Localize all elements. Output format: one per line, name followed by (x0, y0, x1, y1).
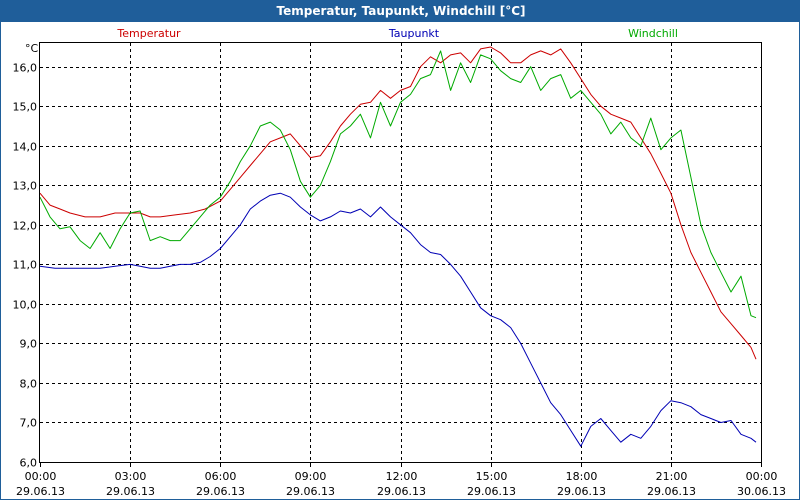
x-tick-date: 29.06.13 (377, 485, 426, 498)
x-tick-date: 29.06.13 (467, 485, 516, 498)
y-tick-label: 12,0 (13, 220, 38, 233)
chart-title: Temperatur, Taupunkt, Windchill [°C] (1, 1, 800, 22)
y-tick-label: 14,0 (13, 141, 38, 154)
plot-frame (39, 42, 762, 463)
y-tick-label: 7,0 (20, 417, 38, 430)
series-line-windchill (39, 50, 757, 319)
y-tick-label: 6,0 (20, 457, 38, 470)
x-tick-time: 18:00 (566, 470, 598, 483)
x-tick-date: 29.06.13 (196, 485, 245, 498)
legend: Temperatur Taupunkt Windchill (116, 27, 678, 40)
x-tick-date: 30.06.13 (737, 485, 786, 498)
x-tick-date: 29.06.13 (286, 485, 335, 498)
x-tick-time: 12:00 (386, 470, 418, 483)
x-tick-date: 29.06.13 (106, 485, 155, 498)
x-tick-time: 00:00 (746, 470, 778, 483)
x-tick-date: 29.06.13 (16, 485, 65, 498)
legend-temperatur: Temperatur (116, 27, 181, 40)
x-tick-time: 15:00 (476, 470, 508, 483)
x-tick-time: 09:00 (295, 470, 327, 483)
x-tick-date: 29.06.13 (647, 485, 696, 498)
y-tick-label: 16,0 (13, 62, 38, 75)
y-tick-label: 9,0 (20, 338, 38, 351)
series-lines (39, 46, 757, 447)
x-tick-time: 03:00 (115, 470, 147, 483)
grid (40, 43, 761, 462)
y-tick-label: 8,0 (20, 378, 38, 391)
x-tick-time: 06:00 (205, 470, 237, 483)
legend-taupunkt: Taupunkt (388, 27, 440, 40)
legend-windchill: Windchill (628, 27, 678, 40)
x-tick-time: 21:00 (656, 470, 688, 483)
y-tick-label: 15,0 (13, 101, 38, 114)
series-line-taupunkt (39, 192, 757, 447)
y-tick-label: 11,0 (13, 259, 38, 272)
x-tick-date: 29.06.13 (557, 485, 606, 498)
series-line-temperatur (39, 46, 757, 360)
x-tick-time: 00:00 (25, 470, 57, 483)
y-tick-label: 13,0 (13, 180, 38, 193)
y-tick-label: 10,0 (13, 299, 38, 312)
y-axis-unit: °C (25, 42, 39, 55)
axes: 6,0 7,0 8,0 9,0 10,0 11,0 12,0 13,0 14,0 15,0 16,0… (13, 42, 786, 498)
